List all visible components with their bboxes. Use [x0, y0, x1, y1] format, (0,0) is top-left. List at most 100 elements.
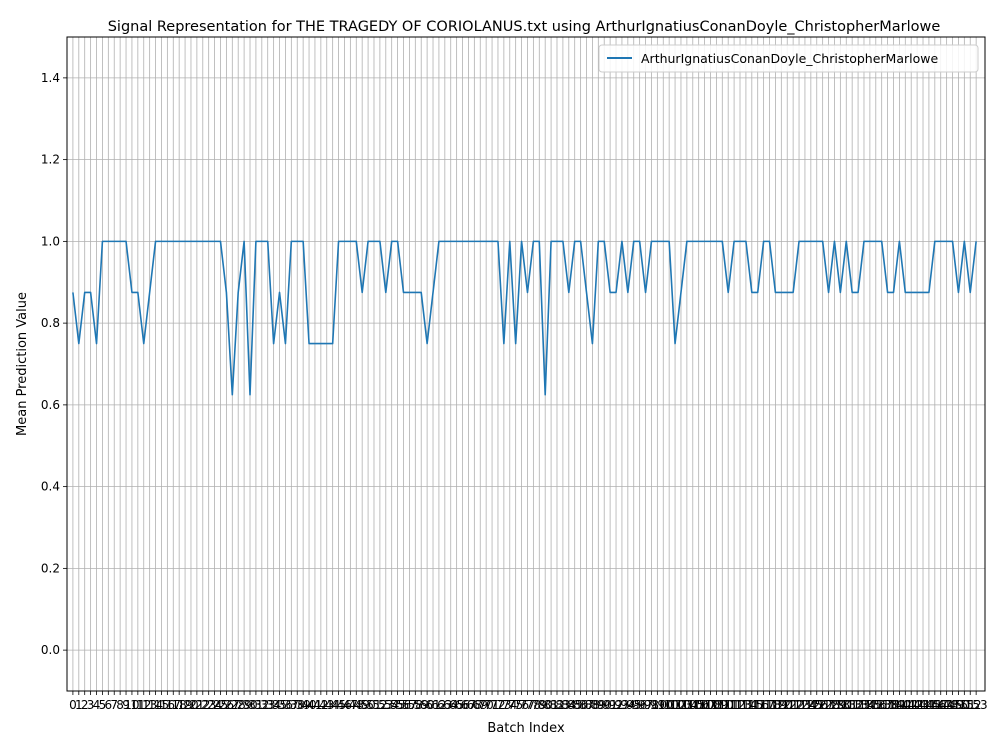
x-tick-label: 38	[290, 698, 305, 712]
x-tick-label: 47	[343, 698, 358, 712]
y-tick-label: 0.8	[41, 316, 60, 330]
x-tick-label: 33	[260, 698, 275, 712]
legend-entry: ArthurIgnatiusConanDoyle_ChristopherMarl…	[641, 51, 938, 66]
x-tick-label: 107	[693, 698, 716, 712]
x-tick-label: 40	[301, 698, 316, 712]
x-tick-label: 146	[923, 698, 946, 712]
x-tick-label: 111	[717, 698, 740, 712]
x-tick-label: 92	[608, 698, 623, 712]
x-tick-label: 72	[490, 698, 505, 712]
x-tick-label: 9	[122, 698, 130, 712]
x-tick-label: 71	[484, 698, 499, 712]
x-tick-label: 57	[402, 698, 417, 712]
x-tick-label: 99	[650, 698, 665, 712]
x-tick-label: 20	[183, 698, 198, 712]
x-tick-label: 53	[378, 698, 393, 712]
x-tick-label: 37	[284, 698, 299, 712]
x-tick-label: 36	[278, 698, 293, 712]
chart-title: Signal Representation for THE TRAGEDY OF…	[108, 19, 941, 35]
x-tick-label: 141	[894, 698, 917, 712]
x-tick-label: 81	[543, 698, 558, 712]
x-tick-label: 54	[384, 698, 399, 712]
x-tick-label: 79	[532, 698, 547, 712]
y-tick-label: 0.6	[41, 398, 60, 412]
x-tick-label: 66	[455, 698, 470, 712]
x-tick-label: 58	[408, 698, 423, 712]
x-tick-label: 88	[585, 698, 600, 712]
x-tick-label: 77	[520, 698, 535, 712]
x-tick-label: 124	[793, 698, 816, 712]
x-tick-label: 129	[823, 698, 846, 712]
x-tick-label: 84	[561, 698, 576, 712]
y-tick-label: 1.4	[41, 71, 60, 85]
x-tick-label: 122	[782, 698, 805, 712]
x-tick-label: 74	[502, 698, 517, 712]
x-tick-label: 45	[331, 698, 346, 712]
x-tick-label: 130	[829, 698, 852, 712]
x-tick-label: 61	[425, 698, 440, 712]
x-tick-label: 87	[579, 698, 594, 712]
x-tick-label: 11	[130, 698, 145, 712]
x-tick-label: 25	[213, 698, 228, 712]
x-tick-label: 148	[935, 698, 958, 712]
y-tick-label: 0.2	[41, 561, 60, 575]
x-tick-label: 105	[681, 698, 704, 712]
y-tick-label: 1.2	[41, 153, 60, 167]
x-tick-label: 7	[110, 698, 118, 712]
x-tick-label: 10	[124, 698, 139, 712]
x-tick-label: 116	[746, 698, 769, 712]
x-tick-label: 19	[177, 698, 192, 712]
x-tick-label: 44	[325, 698, 340, 712]
x-tick-label: 85	[567, 698, 582, 712]
x-tick-label: 23	[201, 698, 216, 712]
x-tick-label: 13	[142, 698, 157, 712]
x-tick-label: 147	[929, 698, 952, 712]
x-tick-label: 4	[93, 698, 101, 712]
x-tick-label: 95	[626, 698, 641, 712]
x-tick-label: 96	[632, 698, 647, 712]
x-tick-label: 142	[900, 698, 923, 712]
x-tick-label: 121	[776, 698, 799, 712]
x-tick-label: 93	[614, 698, 629, 712]
y-tick-label: 0.4	[41, 480, 60, 494]
x-tick-label: 153	[965, 698, 988, 712]
x-tick-label: 34	[266, 698, 281, 712]
x-tick-label: 62	[431, 698, 446, 712]
x-tick-label: 144	[912, 698, 935, 712]
x-tick-label: 67	[461, 698, 476, 712]
x-tick-label: 14	[148, 698, 163, 712]
x-tick-label: 59	[414, 698, 429, 712]
x-tick-label: 133	[847, 698, 870, 712]
x-tick-label: 132	[841, 698, 864, 712]
x-tick-label: 103	[670, 698, 693, 712]
x-tick-label: 52	[372, 698, 387, 712]
x-tick-label: 127	[811, 698, 834, 712]
x-tick-label: 90	[597, 698, 612, 712]
x-tick-label: 114	[734, 698, 757, 712]
x-tick-label: 48	[349, 698, 364, 712]
y-axis-ticks: 0.0 0.2 0.4 0.6 0.8 1.0 1.2 1.4	[41, 71, 67, 657]
x-tick-label: 30	[242, 698, 257, 712]
x-tick-label: 2	[81, 698, 89, 712]
x-tick-label: 136	[864, 698, 887, 712]
x-tick-label: 60	[419, 698, 434, 712]
x-tick-label: 128	[817, 698, 840, 712]
x-tick-label: 125	[799, 698, 822, 712]
x-tick-label: 119	[764, 698, 787, 712]
x-tick-label: 73	[496, 698, 511, 712]
x-tick-label: 24	[207, 698, 222, 712]
y-tick-label: 1.0	[41, 234, 60, 248]
x-tick-label: 21	[189, 698, 204, 712]
x-tick-label: 145	[917, 698, 940, 712]
x-tick-label: 91	[602, 698, 617, 712]
x-tick-label: 152	[959, 698, 982, 712]
x-tick-label: 51	[366, 698, 381, 712]
x-tick-label: 82	[549, 698, 564, 712]
x-tick-label: 126	[805, 698, 828, 712]
x-tick-label: 106	[687, 698, 710, 712]
x-tick-label: 5	[99, 698, 107, 712]
x-tick-label: 112	[723, 698, 746, 712]
x-tick-label: 139	[882, 698, 905, 712]
x-tick-label: 42	[313, 698, 328, 712]
x-tick-label: 89	[591, 698, 606, 712]
